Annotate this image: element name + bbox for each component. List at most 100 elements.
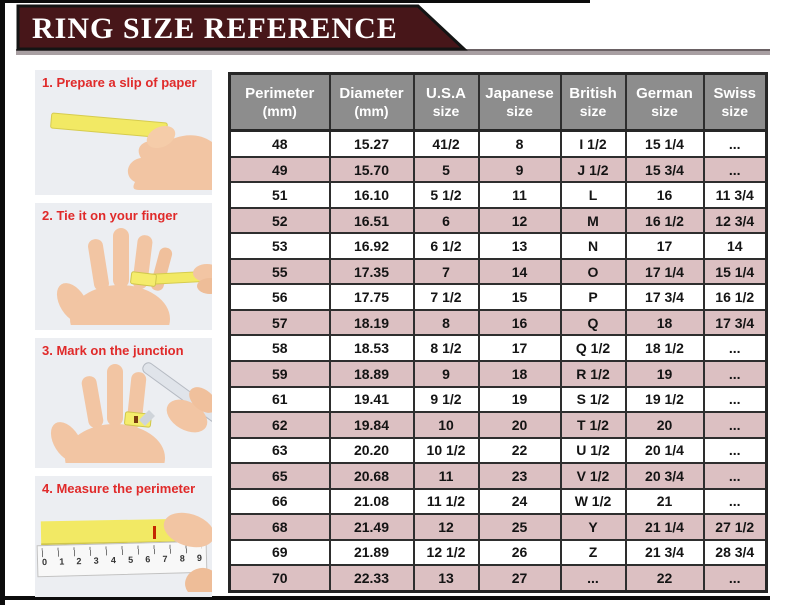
table-cell: 17 1/4	[624, 257, 705, 286]
table-cell: T 1/2	[559, 411, 627, 439]
table-row: 53 16.92 6 1/2 13 N 17 14	[228, 232, 768, 260]
table-cell: 13	[412, 564, 480, 593]
table-cell: 52	[228, 206, 331, 235]
table-cell: 48	[228, 129, 331, 158]
table-row: 48 15.27 41/2 8 I 1/2 15 1/4...	[228, 129, 768, 158]
table-cell: 70	[228, 564, 331, 593]
table-cell: 15 3/4	[624, 155, 705, 184]
column-header: Diameter (mm)	[328, 72, 415, 132]
table-cell: ...	[702, 334, 768, 362]
table-cell: 21 1/4	[624, 513, 705, 541]
table-cell: 18 1/2	[624, 334, 705, 362]
column-header: British size	[559, 72, 627, 132]
table-cell: ...	[702, 385, 768, 414]
table-row: 51 16.10 5 1/2 11 L 16 11 3/4	[228, 181, 768, 209]
palm-icon	[70, 285, 170, 325]
table-cell: 9	[477, 155, 562, 184]
ruler-number: 8	[179, 553, 185, 564]
paper-slip-hand-illustration	[50, 112, 212, 190]
ruler-number: 2	[76, 556, 82, 567]
table-cell: 15	[477, 283, 562, 311]
table-cell: ...	[702, 129, 768, 158]
step-1-label: 1. Prepare a slip of paper	[42, 75, 197, 90]
table-cell: 20 3/4	[624, 462, 705, 490]
thumb-icon	[146, 125, 176, 149]
table-cell: 68	[228, 513, 331, 541]
table-cell: Y	[559, 513, 627, 541]
ruler-number: 1	[59, 556, 65, 567]
table-cell: 18.19	[328, 308, 415, 337]
table-cell: 58	[228, 334, 331, 362]
table-cell: J 1/2	[559, 155, 627, 184]
table-cell: 6	[412, 206, 480, 235]
banner-ribbon-shape	[16, 4, 468, 51]
table-cell: 57	[228, 308, 331, 337]
table-cell: 23	[477, 462, 562, 490]
table-cell: 12	[477, 206, 562, 235]
table-cell: 18	[477, 360, 562, 388]
table-row: 65 20.68 11 23 V 1/2 20 3/4...	[228, 462, 768, 490]
table-cell: 7	[412, 257, 480, 286]
frame-border-bottom	[0, 596, 770, 600]
table-cell: 69	[228, 538, 331, 567]
step-3-illustration	[35, 358, 212, 463]
table-cell: 20.20	[328, 436, 415, 465]
step-2-box: 2. Tie it on your finger	[35, 203, 212, 330]
table-cell: 6 1/2	[412, 232, 480, 260]
column-header: Japanese size	[477, 72, 562, 132]
frame-border-left	[0, 0, 5, 605]
table-cell: 20	[477, 411, 562, 439]
table-cell: 17	[477, 334, 562, 362]
table-cell: 63	[228, 436, 331, 465]
table-cell: 56	[228, 283, 331, 311]
table-cell: ...	[702, 564, 768, 593]
page-title: RING SIZE REFERENCE	[32, 12, 398, 45]
pen-tip-icon	[139, 410, 155, 426]
pen-mark-icon	[134, 416, 138, 423]
table-cell: 16 1/2	[702, 283, 768, 311]
table-cell: R 1/2	[559, 360, 627, 388]
table-cell: 17.35	[328, 257, 415, 286]
ruler-number: 9	[196, 552, 203, 564]
table-row: 69 21.89 12 1/2 26 Z 21 3/4 28 3/4	[228, 538, 768, 567]
table-cell: ...	[702, 462, 768, 490]
table-cell: 16	[624, 181, 705, 209]
step-2-label: 2. Tie it on your finger	[42, 208, 178, 223]
table-cell: 21 3/4	[624, 538, 705, 567]
table-cell: 22.33	[328, 564, 415, 593]
table-cell: 62	[228, 411, 331, 439]
pulling-fingers-icon	[193, 264, 212, 282]
table-cell: P	[559, 283, 627, 311]
table-cell: Q	[559, 308, 627, 337]
table-cell: 53	[228, 232, 331, 260]
table-cell: 51	[228, 181, 331, 209]
table-row: 68 21.49 12 25 Y 21 1/4 27 1/2	[228, 513, 768, 541]
table-cell: 19	[477, 385, 562, 414]
column-header: Swiss size	[702, 72, 768, 132]
step-3-box: 3. Mark on the junction	[35, 338, 212, 468]
table-row: 63 20.20 10 1/2 22 U 1/2 20 1/4...	[228, 436, 768, 465]
table-cell: 7 1/2	[412, 283, 480, 311]
table-cell: Z	[559, 538, 627, 567]
ring-size-table-wrapper: Perimeter (mm) Diameter (mm) U.S.A size Japane…	[228, 72, 768, 593]
table-cell: 16	[477, 308, 562, 337]
table-cell: 26	[477, 538, 562, 567]
table-cell: 59	[228, 360, 331, 388]
table-cell: 5 1/2	[412, 181, 480, 209]
table-cell: 11	[477, 181, 562, 209]
table-cell: 16.10	[328, 181, 415, 209]
ruler-number: 3	[93, 555, 99, 566]
table-row: 58 18.53 8 1/2 17 Q 1/2 18 1/2...	[228, 334, 768, 362]
table-cell: ...	[702, 411, 768, 439]
table-cell: 17.75	[328, 283, 415, 311]
table-cell: O	[559, 257, 627, 286]
table-cell: 16.92	[328, 232, 415, 260]
table-cell: 10 1/2	[412, 436, 480, 465]
ruler-number: 5	[127, 554, 134, 565]
table-cell: 18.89	[328, 360, 415, 388]
table-cell: 8 1/2	[412, 334, 480, 362]
table-cell: 21.89	[328, 538, 415, 567]
table-cell: 20.68	[328, 462, 415, 490]
